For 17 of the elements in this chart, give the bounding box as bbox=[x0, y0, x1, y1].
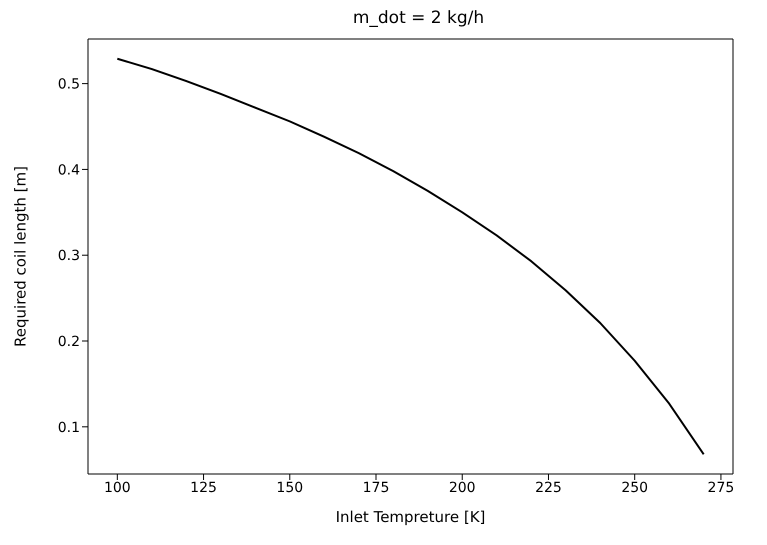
y-tick-label: 0.1 bbox=[58, 420, 80, 436]
y-tick-label: 0.2 bbox=[58, 334, 80, 350]
x-tick-label: 175 bbox=[362, 480, 390, 496]
x-tick-label: 150 bbox=[276, 480, 304, 496]
x-tick-label: 250 bbox=[621, 480, 648, 496]
x-tick-label: 275 bbox=[708, 480, 734, 496]
x-tick-label: 100 bbox=[104, 480, 131, 496]
y-tick-label: 0.3 bbox=[58, 248, 80, 264]
y-tick-label: 0.4 bbox=[58, 162, 80, 178]
chart-title: m_dot = 2 kg/h bbox=[352, 8, 486, 30]
x-tick-label: 125 bbox=[190, 480, 217, 496]
y-axis-title: Required coil length [m] bbox=[11, 166, 30, 347]
x-axis-title: Inlet Tempreture [K] bbox=[336, 508, 486, 526]
y-tick-label: 0.5 bbox=[58, 76, 80, 93]
line-series bbox=[116, 58, 705, 456]
x-tick-label: 225 bbox=[535, 480, 562, 496]
x-tick-label: 200 bbox=[448, 480, 476, 496]
